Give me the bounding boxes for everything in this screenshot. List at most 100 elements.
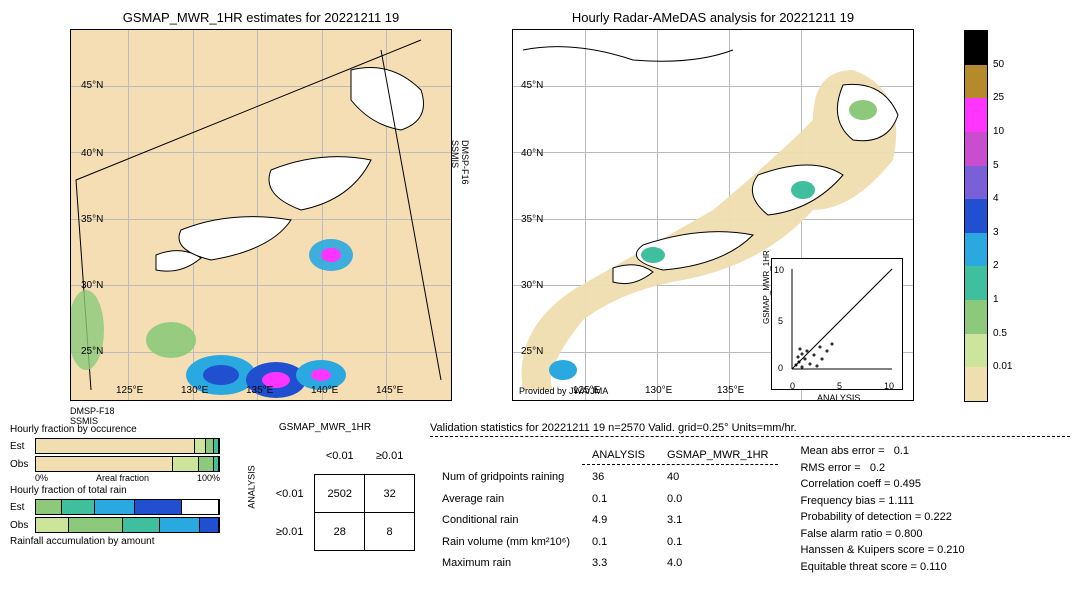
axis-label: 0% [35, 473, 48, 483]
stats-cell: Maximum rain [432, 553, 580, 573]
stats-table: ANALYSIS GSMAP_MWR_1HR Num of gridpoints… [430, 443, 780, 575]
sc-tick: 10 [774, 265, 784, 275]
conting-title: GSMAP_MWR_1HR [235, 422, 415, 433]
stats-cell: 4.9 [582, 510, 655, 530]
stats-cell: 40 [657, 467, 778, 487]
colorbar-tick: 5 [993, 160, 999, 171]
bar-obs-tot [35, 517, 220, 533]
bar-title-3: Rainfall accumulation by amount [10, 536, 220, 547]
lat-tick: 45°N [521, 80, 543, 91]
conting-col-hdr: ≥0.01 [365, 437, 415, 475]
stats-cell: 0.1 [582, 532, 655, 552]
lat-tick: 35°N [521, 214, 543, 225]
bar-title-2: Hourly fraction of total rain [10, 485, 220, 496]
bar-label: Est [10, 502, 35, 513]
stats-cell: 0.0 [657, 489, 778, 509]
provided-label: Provided by JWA/JMA [519, 386, 608, 396]
right-map-title: Hourly Radar-AMeDAS analysis for 2022121… [512, 10, 914, 25]
right-map-block: Hourly Radar-AMeDAS analysis for 2022121… [512, 10, 914, 402]
sc-tick: 0 [778, 363, 783, 373]
colorbar-tick: 0.01 [993, 361, 1012, 372]
stats-cell: Average rain [432, 489, 580, 509]
lat-tick: 35°N [81, 214, 103, 225]
left-map-title: GSMAP_MWR_1HR estimates for 20221211 19 [70, 10, 452, 25]
lat-tick: 40°N [81, 148, 103, 159]
stats-cell: 3.1 [657, 510, 778, 530]
lon-tick: 135°E [717, 385, 744, 396]
stats-metrics: Mean abs error = 0.1RMS error = 0.2Corre… [800, 443, 964, 575]
conting-cell: 28 [315, 513, 365, 551]
stats-hdr: ANALYSIS [582, 445, 655, 465]
bar-est-tot [35, 499, 220, 515]
scatter-ylabel: GSMAP_MWR_1HR [762, 250, 771, 324]
stats-cell: Num of gridpoints raining [432, 467, 580, 487]
contingency-table: <0.01 ≥0.01 <0.01 2502 32 ≥0.01 28 8 [265, 437, 415, 551]
stats-cell: 0.1 [582, 489, 655, 509]
swath1-label: DMSP-F18 SSMIS [70, 406, 115, 426]
stats-cell: 4.0 [657, 553, 778, 573]
colorbar-block: 502510543210.50.01 [964, 10, 988, 402]
colorbar-tick: 50 [993, 59, 1004, 70]
bar-obs-occ [35, 456, 220, 472]
lat-tick: 30°N [81, 280, 103, 291]
lon-tick: 130°E [645, 385, 672, 396]
stats-metric: Equitable threat score = 0.110 [800, 559, 964, 576]
stats-cell: 0.1 [657, 532, 778, 552]
validation-stats-block: Validation statistics for 20221211 19 n=… [430, 422, 1070, 575]
stats-metric: False alarm ratio = 0.800 [800, 526, 964, 543]
lon-tick: 125°E [116, 385, 143, 396]
left-map-frame: 45°N 40°N 35°N 30°N 25°N 125°E 130°E 135… [70, 29, 452, 401]
swath2-label: DMSP-F16 SSMIS [450, 140, 470, 185]
conting-col-hdr: <0.01 [315, 437, 365, 475]
stats-metric: Correlation coeff = 0.495 [800, 476, 964, 493]
colorbar-tick: 0.5 [993, 328, 1007, 339]
colorbar-tick: 25 [993, 92, 1004, 103]
colorbar: 502510543210.50.01 [964, 30, 988, 402]
lon-tick: 140°E [311, 385, 338, 396]
sc-tick: 0 [790, 381, 795, 391]
conting-cell: 2502 [315, 475, 365, 513]
bottom-row: Hourly fraction by occurence Est Obs 0% … [10, 422, 1070, 575]
colorbar-tick: 4 [993, 193, 999, 204]
lat-tick: 25°N [81, 346, 103, 357]
stats-metric: Hanssen & Kuipers score = 0.210 [800, 542, 964, 559]
stats-metric: Mean abs error = 0.1 [800, 443, 964, 460]
colorbar-tick: 2 [993, 260, 999, 271]
lon-tick: 130°E [181, 385, 208, 396]
conting-ylabel: ANALYSIS [247, 465, 257, 508]
figure-root: GSMAP_MWR_1HR estimates for 20221211 19 [10, 10, 1070, 575]
stats-hdr: GSMAP_MWR_1HR [657, 445, 778, 465]
colorbar-tick: 1 [993, 294, 999, 305]
axis-label: 100% [197, 473, 220, 483]
conting-row-hdr: ≥0.01 [265, 513, 315, 551]
right-map-frame: 45°N 40°N 35°N 30°N 25°N 125°E 130°E 135… [512, 29, 914, 401]
stats-metric: RMS error = 0.2 [800, 460, 964, 477]
bar-charts-block: Hourly fraction by occurence Est Obs 0% … [10, 422, 220, 575]
scatter-xlabel: ANALYSIS [817, 393, 860, 403]
lat-tick: 45°N [81, 80, 103, 91]
bar-title-1: Hourly fraction by occurence [10, 424, 220, 435]
bar-label: Obs [10, 520, 35, 531]
bar-label: Obs [10, 459, 35, 470]
bar-label: Est [10, 441, 35, 452]
contingency-block: GSMAP_MWR_1HR <0.01 ≥0.01 <0.01 2502 32 … [235, 422, 415, 575]
lon-tick: 145°E [376, 385, 403, 396]
colorbar-tick: 10 [993, 126, 1004, 137]
stats-cell: 36 [582, 467, 655, 487]
conting-cell: 32 [365, 475, 415, 513]
sc-tick: 5 [837, 381, 842, 391]
bar-est-occ [35, 438, 220, 454]
axis-label: Areal fraction [96, 473, 149, 483]
scatter-inset: 0 5 10 0 5 10 ANALYSIS GSMAP_MWR_1HR [771, 258, 903, 390]
stats-cell: Rain volume (mm km²10⁶) [432, 532, 580, 552]
stats-cell: 3.3 [582, 553, 655, 573]
lat-tick: 30°N [521, 280, 543, 291]
stats-metric: Frequency bias = 1.111 [800, 493, 964, 510]
maps-row: GSMAP_MWR_1HR estimates for 20221211 19 [10, 10, 1070, 402]
lat-tick: 40°N [521, 148, 543, 159]
lon-tick: 135°E [246, 385, 273, 396]
sc-tick: 5 [778, 316, 783, 326]
colorbar-tick: 3 [993, 227, 999, 238]
stats-metric: Probability of detection = 0.222 [800, 509, 964, 526]
stats-title: Validation statistics for 20221211 19 n=… [430, 422, 1070, 437]
